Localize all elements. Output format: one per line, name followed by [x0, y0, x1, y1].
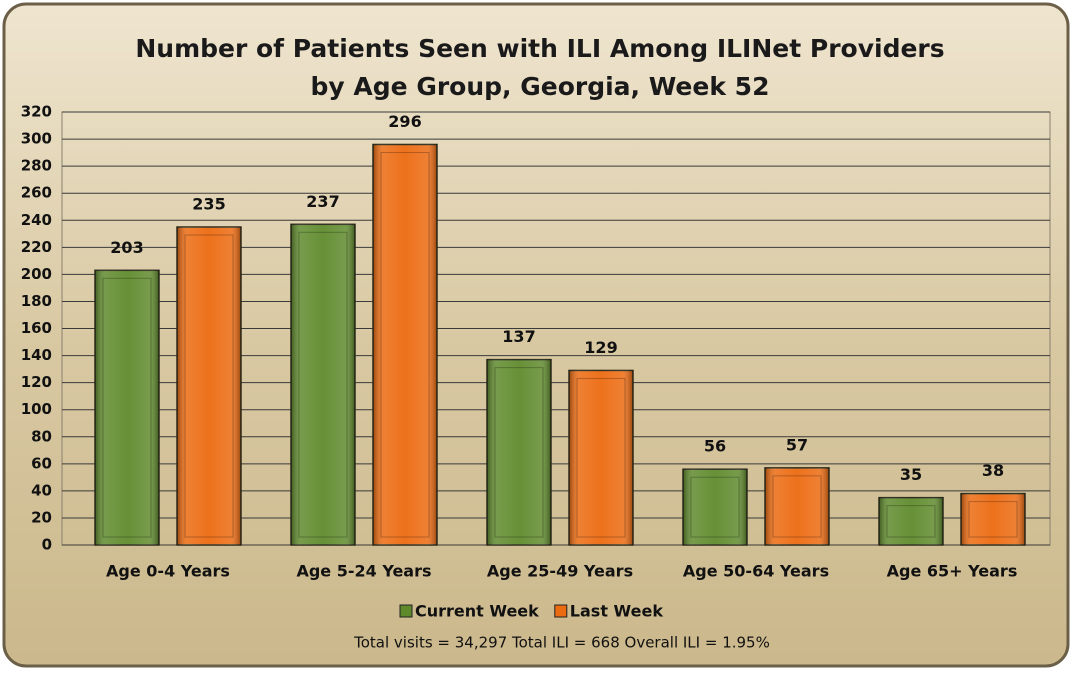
- y-tick-label: 120: [21, 373, 52, 391]
- x-tick-label: Age 5-24 Years: [296, 562, 431, 581]
- y-tick-label: 160: [21, 319, 52, 337]
- legend-label: Last Week: [570, 602, 664, 621]
- y-tick-label: 200: [21, 265, 52, 283]
- data-label: 137: [502, 327, 535, 346]
- data-label: 129: [584, 338, 617, 357]
- y-tick-label: 80: [31, 427, 52, 445]
- x-tick-label: Age 65+ Years: [887, 562, 1018, 581]
- bar-bevel: [494, 367, 544, 538]
- bar-shine: [569, 370, 633, 545]
- bar-shine: [177, 227, 241, 545]
- y-tick-label: 260: [21, 184, 52, 202]
- bar-shine: [765, 467, 829, 545]
- y-tick-label: 20: [31, 508, 52, 526]
- y-tick-label: 280: [21, 157, 52, 175]
- bar-shine: [879, 497, 943, 545]
- legend-label: Current Week: [415, 602, 539, 621]
- y-tick-label: 320: [21, 103, 52, 121]
- data-label: 57: [786, 435, 808, 454]
- legend-swatch: [399, 604, 413, 618]
- y-tick-label: 140: [21, 346, 52, 364]
- bar-bevel: [184, 234, 234, 538]
- x-tick-label: Age 50-64 Years: [683, 562, 829, 581]
- y-tick-label: 100: [21, 400, 52, 418]
- bar-bevel: [380, 151, 430, 538]
- bar-bevel: [690, 476, 740, 538]
- y-tick-label: 60: [31, 454, 52, 472]
- bar-shine: [373, 144, 437, 545]
- bar-shine: [291, 224, 355, 545]
- x-tick-label: Age 25-49 Years: [487, 562, 633, 581]
- bar-bevel: [968, 501, 1018, 538]
- bar-bevel: [886, 505, 936, 538]
- bar-bevel: [576, 377, 626, 538]
- y-tick-label: 240: [21, 211, 52, 229]
- bar-shine: [487, 359, 551, 545]
- y-tick-label: 40: [31, 481, 52, 499]
- legend-swatch: [554, 604, 568, 618]
- data-label: 237: [306, 192, 339, 211]
- data-label: 56: [704, 437, 726, 456]
- x-tick-label: Age 0-4 Years: [106, 562, 230, 581]
- annotation: Total visits = 34,297 Total ILI = 668 Ov…: [353, 634, 770, 652]
- data-label: 35: [900, 465, 922, 484]
- bar-bevel: [102, 277, 152, 538]
- data-label: 203: [110, 238, 143, 257]
- chart-title: Number of Patients Seen with ILI Among I…: [135, 34, 945, 101]
- y-tick-label: 0: [42, 536, 52, 554]
- bar-shine: [961, 493, 1025, 545]
- y-tick-label: 180: [21, 292, 52, 310]
- bar-shine: [95, 270, 159, 545]
- bar-shine: [683, 469, 747, 545]
- y-tick-label: 220: [21, 238, 52, 256]
- y-tick-label: 300: [21, 130, 52, 148]
- data-label: 235: [192, 195, 225, 214]
- data-label: 38: [982, 461, 1004, 480]
- data-label: 296: [388, 112, 421, 131]
- bar-bevel: [772, 475, 822, 538]
- bar-bevel: [298, 231, 348, 538]
